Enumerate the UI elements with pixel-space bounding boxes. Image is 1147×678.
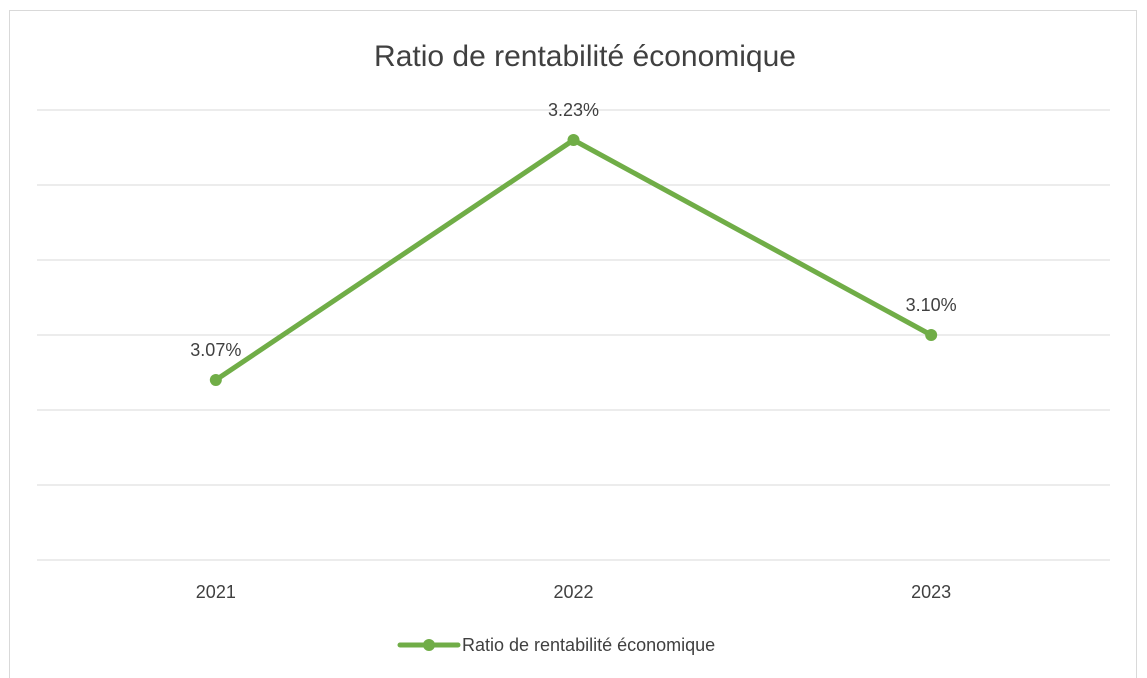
- chart-frame: [9, 10, 1137, 678]
- data-label: 3.07%: [190, 340, 241, 360]
- x-tick-label: 2023: [911, 582, 951, 602]
- data-label: 3.23%: [548, 100, 599, 120]
- x-tick-label: 2022: [553, 582, 593, 602]
- legend-label: Ratio de rentabilité économique: [462, 635, 715, 655]
- x-tick-label: 2021: [196, 582, 236, 602]
- point-marker: [209, 374, 222, 386]
- legend-marker: [423, 639, 435, 651]
- chart-title: Ratio de rentabilité économique: [374, 40, 796, 73]
- point-marker: [567, 134, 580, 146]
- data-label: 3.10%: [906, 295, 957, 315]
- point-marker: [925, 329, 938, 341]
